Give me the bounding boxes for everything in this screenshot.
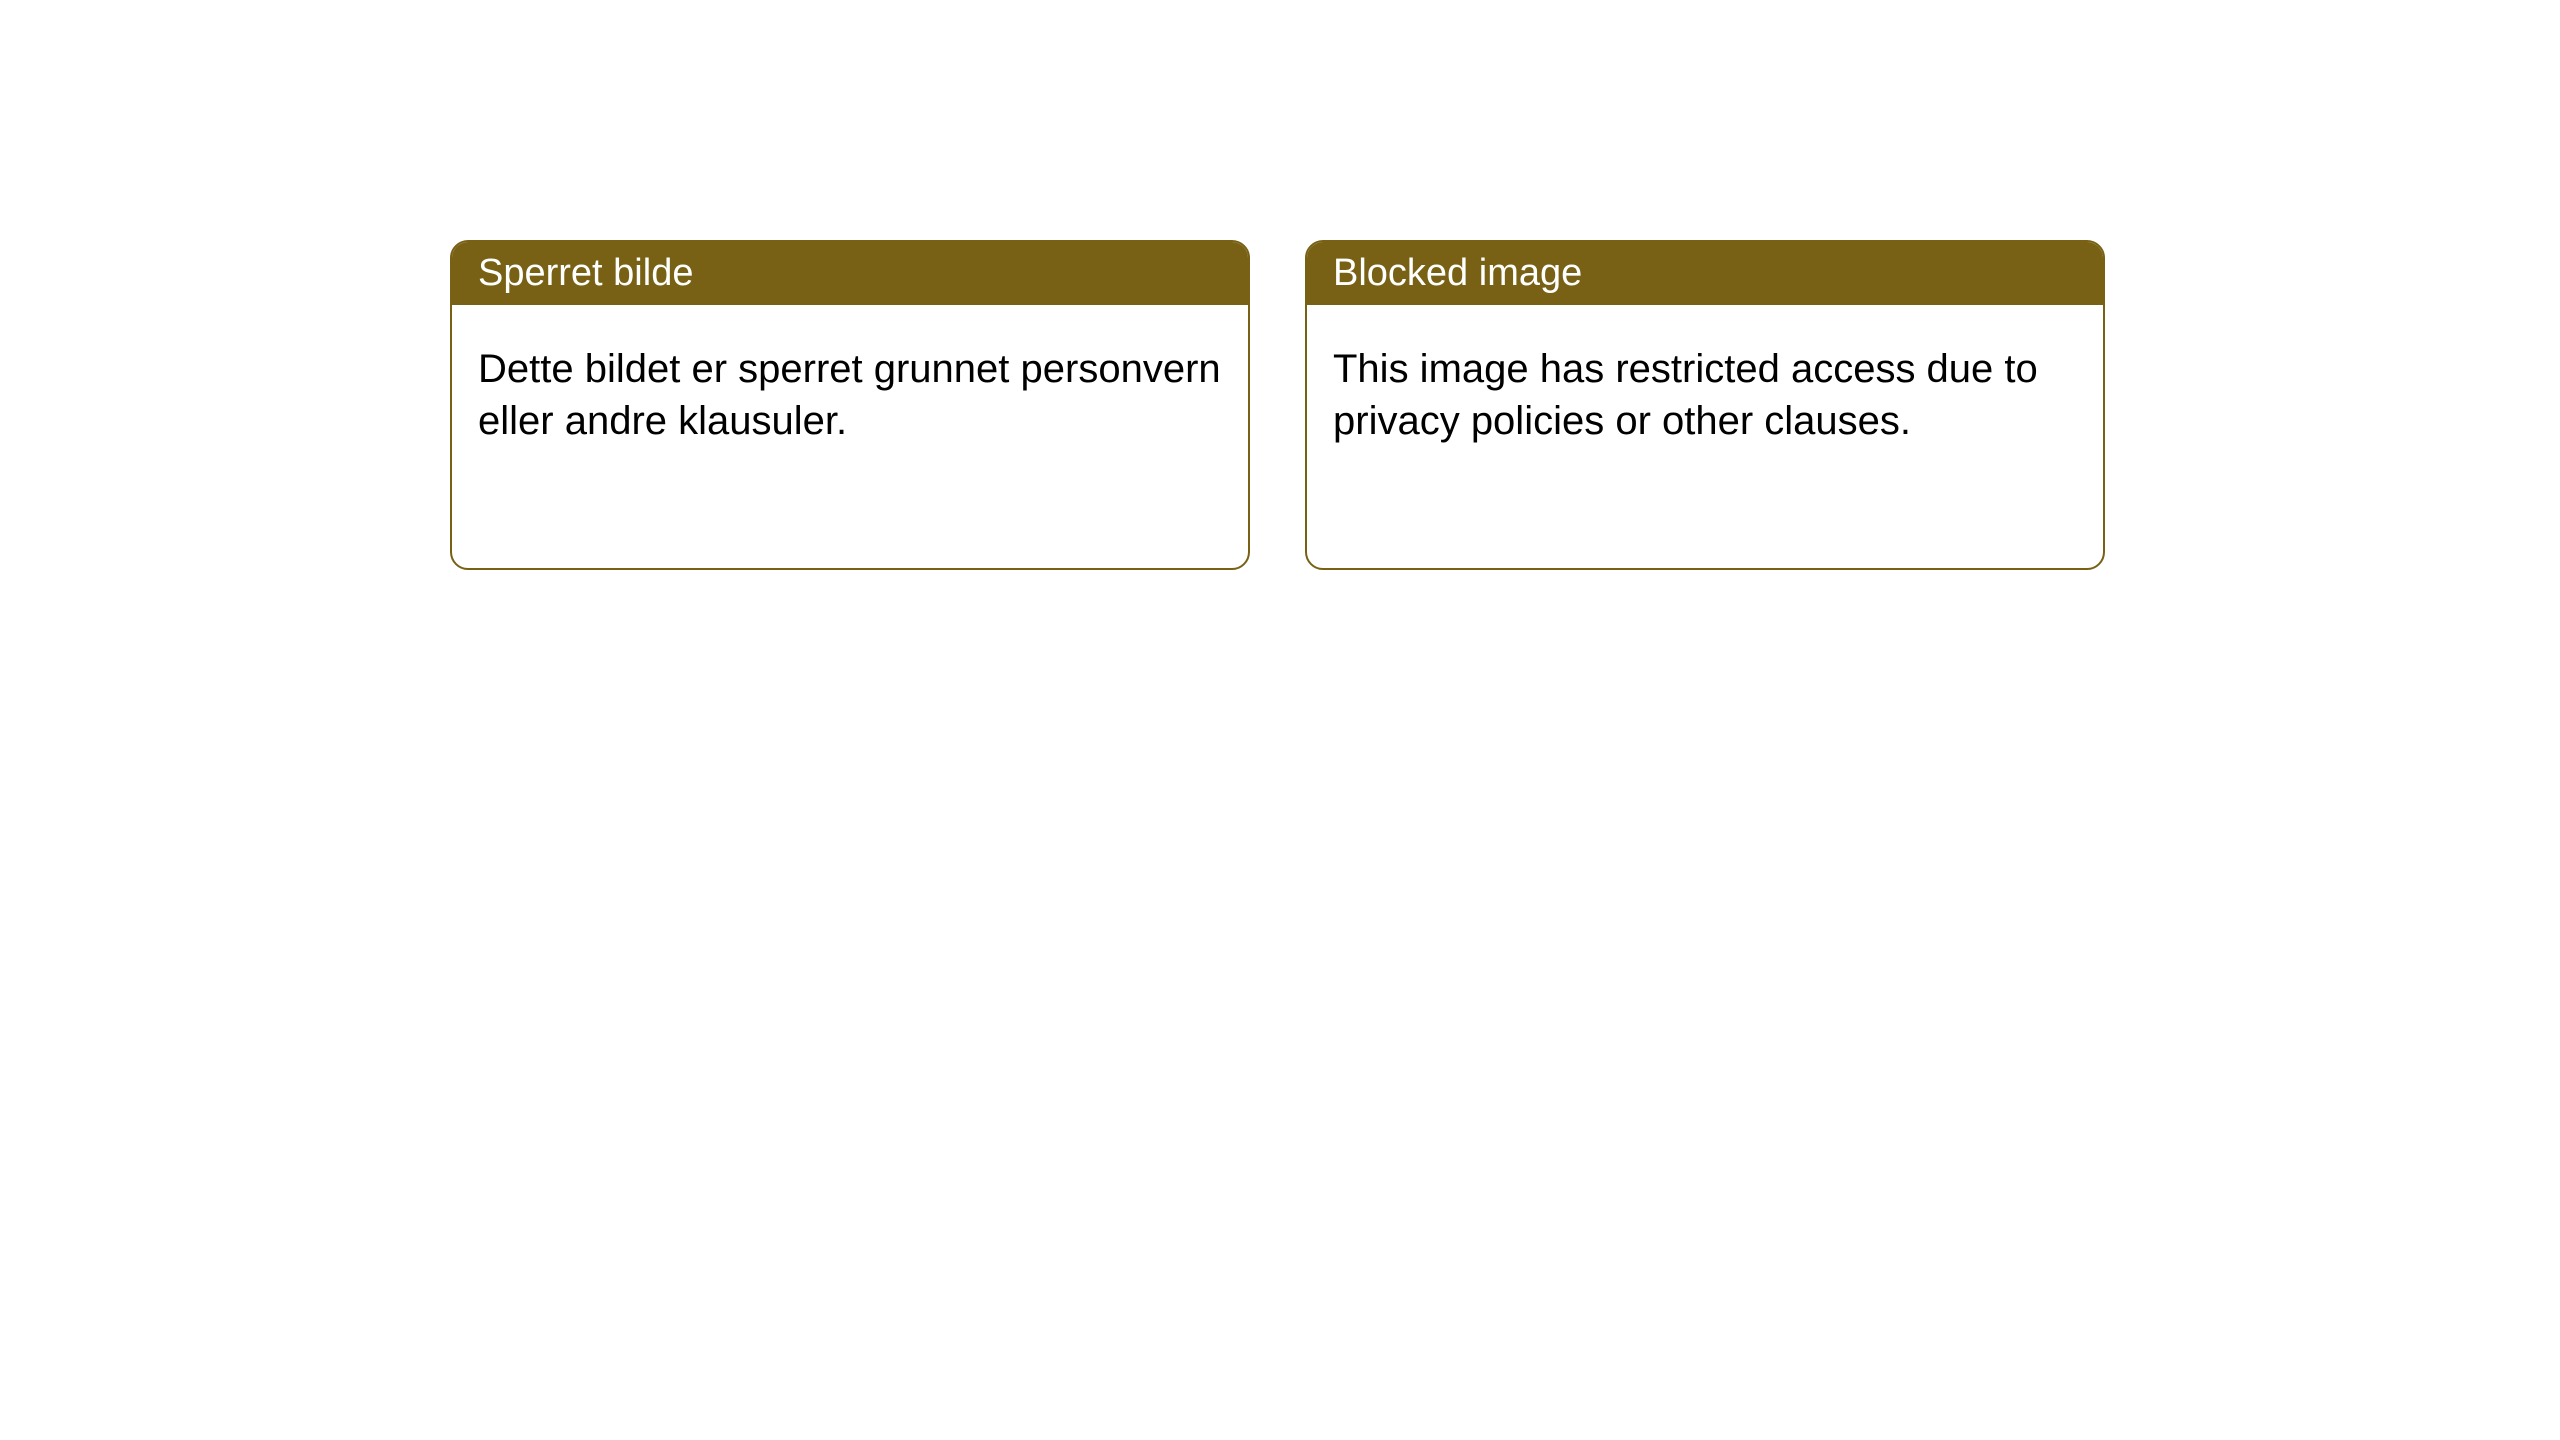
notice-card-title: Sperret bilde <box>478 252 693 294</box>
notice-card-body: Dette bildet er sperret grunnet personve… <box>452 305 1248 473</box>
notice-card-title: Blocked image <box>1333 252 1582 294</box>
notice-card-message: Dette bildet er sperret grunnet personve… <box>478 347 1221 443</box>
notice-card-norwegian: Sperret bilde Dette bildet er sperret gr… <box>450 240 1250 570</box>
notice-card-body: This image has restricted access due to … <box>1307 305 2103 473</box>
notice-card-header: Blocked image <box>1307 242 2103 305</box>
notice-card-header: Sperret bilde <box>452 242 1248 305</box>
notice-container: Sperret bilde Dette bildet er sperret gr… <box>450 240 2105 570</box>
notice-card-message: This image has restricted access due to … <box>1333 347 2038 443</box>
notice-card-english: Blocked image This image has restricted … <box>1305 240 2105 570</box>
